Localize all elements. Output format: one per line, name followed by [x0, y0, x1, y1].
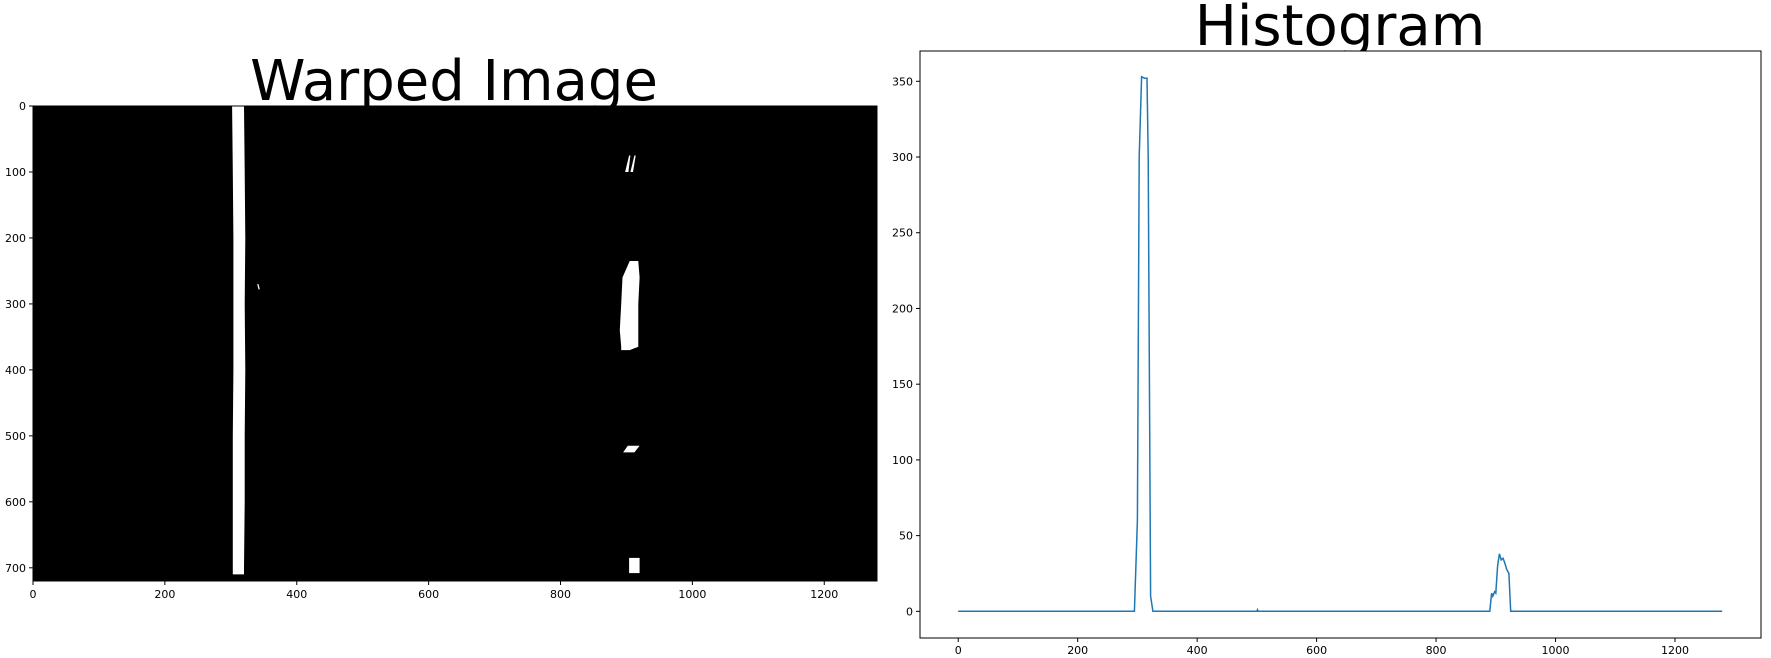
x-tick-label: 1200 — [810, 588, 838, 601]
y-tick-label: 250 — [892, 227, 913, 240]
x-tick-label: 400 — [1187, 644, 1208, 657]
warped-image-x-axis: 0 200 400 600 800 1000 1200 — [30, 581, 838, 601]
y-tick-label: 100 — [892, 454, 913, 467]
histogram-plot-area — [919, 50, 1762, 639]
x-tick-label: 200 — [154, 588, 175, 601]
lane-segment — [630, 155, 636, 172]
histogram-x-axis: 0 200 400 600 800 1000 1200 — [955, 638, 1689, 657]
histogram-line — [958, 75, 1723, 613]
warped-image-canvas — [33, 106, 877, 581]
histogram-panel: Histogram 0 200 400 600 800 1000 1200 0 50 100 15… — [892, 0, 1762, 657]
y-tick-label: 150 — [892, 378, 913, 391]
y-tick-label: 200 — [5, 232, 26, 245]
y-tick-label: 300 — [892, 151, 913, 164]
y-tick-label: 0 — [906, 605, 913, 618]
y-tick-label: 700 — [5, 562, 26, 575]
y-tick-label: 200 — [892, 302, 913, 315]
warped-image-y-axis: 0 100 200 300 400 500 600 700 — [5, 100, 33, 575]
x-tick-label: 800 — [1426, 644, 1447, 657]
x-tick-label: 0 — [30, 588, 37, 601]
x-tick-label: 0 — [955, 644, 962, 657]
y-tick-label: 50 — [899, 530, 913, 543]
lane-pixels — [232, 106, 640, 575]
x-tick-label: 400 — [286, 588, 307, 601]
lane-segment — [629, 557, 640, 574]
x-tick-label: 1200 — [1661, 644, 1689, 657]
lane-segment — [619, 261, 640, 351]
x-tick-label: 600 — [418, 588, 439, 601]
x-tick-label: 600 — [1306, 644, 1327, 657]
y-tick-label: 400 — [5, 364, 26, 377]
lane-segment — [625, 155, 631, 172]
x-tick-label: 800 — [550, 588, 571, 601]
warped-image-panel: Warped Image 0 200 400 600 800 1000 1200 0 100 2… — [5, 49, 878, 601]
y-tick-label: 300 — [5, 298, 26, 311]
warped-image-frame — [32, 105, 878, 582]
y-tick-label: 600 — [5, 496, 26, 509]
histogram-title: Histogram — [1195, 0, 1486, 59]
x-tick-label: 1000 — [678, 588, 706, 601]
y-tick-label: 0 — [19, 100, 26, 113]
y-tick-label: 350 — [892, 75, 913, 88]
y-tick-label: 100 — [5, 166, 26, 179]
x-tick-label: 1000 — [1542, 644, 1570, 657]
histogram-y-axis: 0 50 100 150 200 250 300 350 — [892, 75, 920, 618]
y-tick-label: 500 — [5, 430, 26, 443]
warped-image-title: Warped Image — [250, 49, 658, 114]
lane-segment — [623, 445, 640, 453]
lane-segment — [232, 106, 246, 575]
lane-segment — [257, 284, 260, 290]
x-tick-label: 200 — [1067, 644, 1088, 657]
